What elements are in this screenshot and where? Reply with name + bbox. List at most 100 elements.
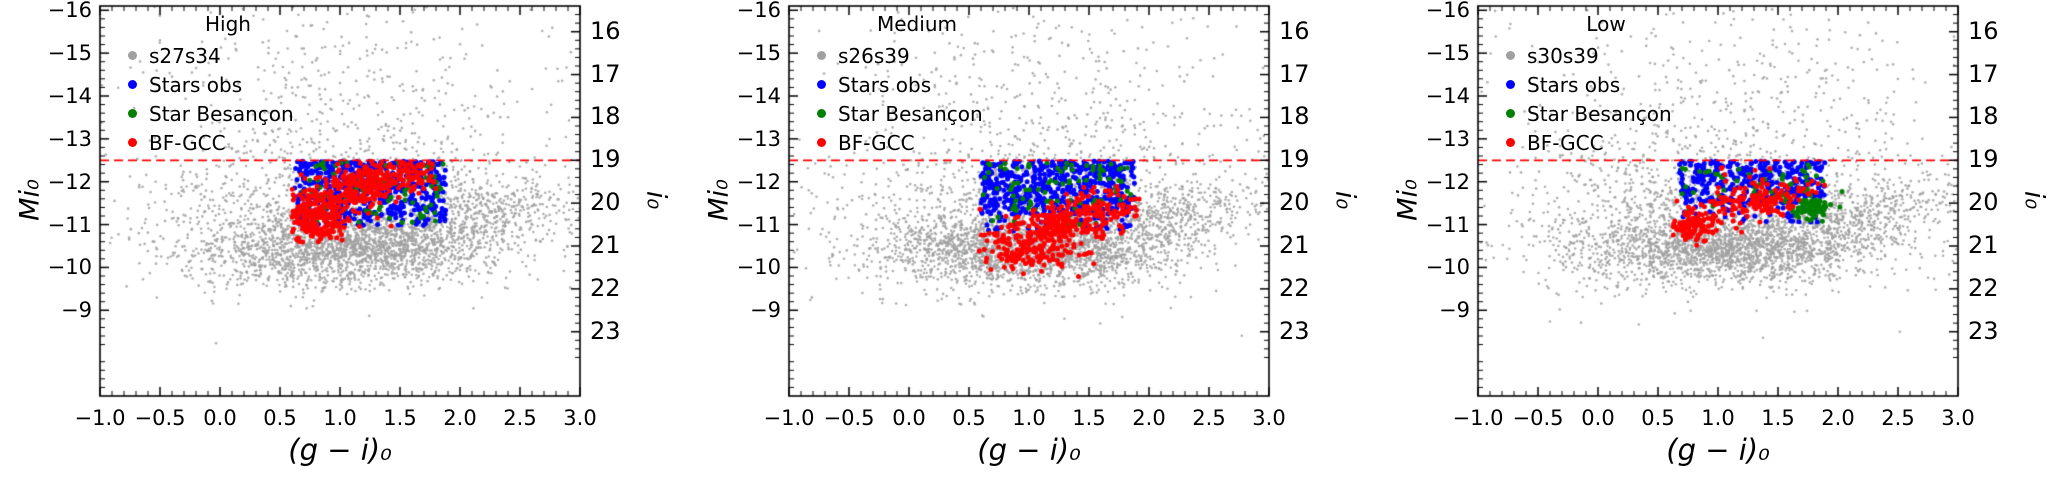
y-tick-label-left: −13 [47, 126, 92, 151]
y-tick-label-right: 18 [590, 102, 621, 131]
legend-label: Stars obs [1527, 72, 1621, 97]
x-tick-label: 0.0 [1581, 406, 1615, 430]
y-axis-label-right: i₀ [1329, 190, 1361, 210]
legend-label: s27s34 [149, 43, 221, 68]
x-tick-label: 0.5 [1641, 406, 1675, 430]
y-tick-label-left: −9 [750, 298, 781, 323]
x-tick-label: 2.0 [443, 406, 477, 430]
x-tick-label: 3.0 [1941, 406, 1975, 430]
y-tick-label-left: −10 [47, 255, 92, 280]
y-tick-label-right: 16 [590, 16, 621, 45]
y-axis-label-left: Mi₀ [1392, 179, 1424, 221]
x-axis-label: (g − i)₀ [288, 433, 392, 467]
legend-label: Star Besançon [838, 101, 983, 126]
legend-label: Stars obs [838, 72, 932, 97]
y-tick-label-left: −16 [47, 0, 92, 23]
y-tick-label-left: −15 [736, 41, 781, 66]
y-tick-label-right: 21 [590, 231, 621, 259]
x-tick-label: 2.0 [1132, 406, 1166, 430]
y-axis-label-left: Mi₀ [703, 179, 735, 221]
legend-entry: Star Besançon [128, 99, 308, 128]
x-tick-label: 1.0 [1012, 406, 1046, 430]
y-tick-label-left: −10 [1425, 255, 1470, 280]
x-tick-label: 2.5 [1192, 406, 1226, 430]
x-tick-label: −1.0 [763, 406, 815, 430]
x-tick-label: 0.0 [892, 406, 926, 430]
y-tick-label-left: −14 [736, 84, 781, 108]
legend-label: s30s39 [1527, 43, 1599, 68]
legend-label: Star Besançon [1527, 101, 1672, 126]
y-tick-label-right: 21 [1968, 231, 1999, 259]
x-axis-label: (g − i)₀ [977, 433, 1081, 467]
y-tick-label-right: 21 [1279, 231, 1310, 259]
x-tick-label: 2.5 [503, 406, 537, 430]
y-tick-label-left: −16 [1425, 0, 1470, 23]
y-tick-label-left: −16 [736, 0, 781, 23]
y-tick-label-right: 16 [1279, 16, 1310, 45]
legend-title: High [205, 12, 251, 36]
legend-marker-icon [128, 138, 137, 147]
y-tick-label-left: −13 [1425, 126, 1470, 151]
legend-marker-icon [817, 80, 826, 89]
scatter-canvas [0, 0, 688, 490]
legend-entry: BF-GCC [817, 128, 997, 157]
legend: Medium s26s39 Stars obs Star Besançon BF-GC… [817, 12, 997, 157]
y-tick-label-right: 19 [590, 145, 621, 174]
y-tick-label-left: −13 [736, 126, 781, 151]
legend-entry: Stars obs [128, 70, 308, 99]
x-tick-label: 1.0 [1701, 406, 1735, 430]
legend-marker-icon [1506, 80, 1515, 89]
y-axis-label-right: i₀ [2018, 190, 2050, 210]
y-tick-label-right: 22 [1968, 273, 1999, 302]
y-tick-label-left: −9 [1439, 298, 1470, 323]
panel-medium: −1.0 −0.5 0.0 0.5 1.0 1.5 2.0 2.5 3.0 −16 −15 −14 −1… [689, 0, 1377, 490]
y-axis-label-left: Mi₀ [14, 179, 46, 221]
x-tick-label: 0.0 [203, 406, 237, 430]
y-tick-label-left: −11 [736, 212, 781, 237]
y-tick-label-right: 23 [1968, 316, 1999, 345]
legend-marker-icon [128, 80, 137, 89]
x-tick-label: −0.5 [823, 406, 875, 430]
y-tick-label-left: −14 [47, 84, 92, 108]
legend-title: Medium [877, 12, 957, 36]
y-tick-label-right: 17 [590, 59, 621, 88]
legend-entry: Star Besançon [1506, 99, 1686, 128]
panel-low: −1.0 −0.5 0.0 0.5 1.0 1.5 2.0 2.5 3.0 −16 −15 −14 −1… [1378, 0, 2066, 490]
legend-label: BF-GCC [838, 130, 915, 155]
legend-marker-icon [128, 51, 137, 60]
x-tick-label: 0.5 [952, 406, 986, 430]
y-tick-label-left: −11 [1425, 212, 1470, 237]
legend-entries: s26s39 Stars obs Star Besançon BF-GCC [817, 41, 997, 157]
legend-marker-icon [1506, 138, 1515, 147]
y-axis-label-right: i₀ [640, 190, 672, 210]
y-tick-label-right: 20 [590, 188, 621, 217]
y-tick-label-right: 17 [1279, 59, 1310, 88]
scatter-canvas [1378, 0, 2066, 490]
legend-title: Low [1586, 12, 1626, 36]
x-tick-label: 1.0 [323, 406, 357, 430]
y-tick-label-left: −11 [47, 212, 92, 237]
y-tick-label-left: −14 [1425, 84, 1470, 108]
legend-entry: BF-GCC [1506, 128, 1686, 157]
x-tick-label: 3.0 [563, 406, 597, 430]
y-tick-label-left: −15 [47, 41, 92, 66]
legend-entries: s27s34 Stars obs Star Besançon BF-GCC [128, 41, 308, 157]
legend-entry: BF-GCC [128, 128, 308, 157]
legend-entries: s30s39 Stars obs Star Besançon BF-GCC [1506, 41, 1686, 157]
legend-marker-icon [817, 138, 826, 147]
legend-marker-icon [817, 109, 826, 118]
y-tick-label-right: 22 [1279, 273, 1310, 302]
legend-label: BF-GCC [1527, 130, 1604, 155]
legend-entry: s26s39 [817, 41, 997, 70]
legend-marker-icon [1506, 109, 1515, 118]
panel-high: −1.0 −0.5 0.0 0.5 1.0 1.5 2.0 2.5 3.0 −16 −15 −14 −1… [0, 0, 688, 490]
legend-marker-icon [1506, 51, 1515, 60]
legend-marker-icon [128, 109, 137, 118]
legend-entry: s30s39 [1506, 41, 1686, 70]
y-tick-label-right: 19 [1279, 145, 1310, 174]
legend-entry: Stars obs [1506, 70, 1686, 99]
x-tick-label: −1.0 [74, 406, 126, 430]
y-tick-label-right: 17 [1968, 59, 1999, 88]
legend-marker-icon [817, 51, 826, 60]
